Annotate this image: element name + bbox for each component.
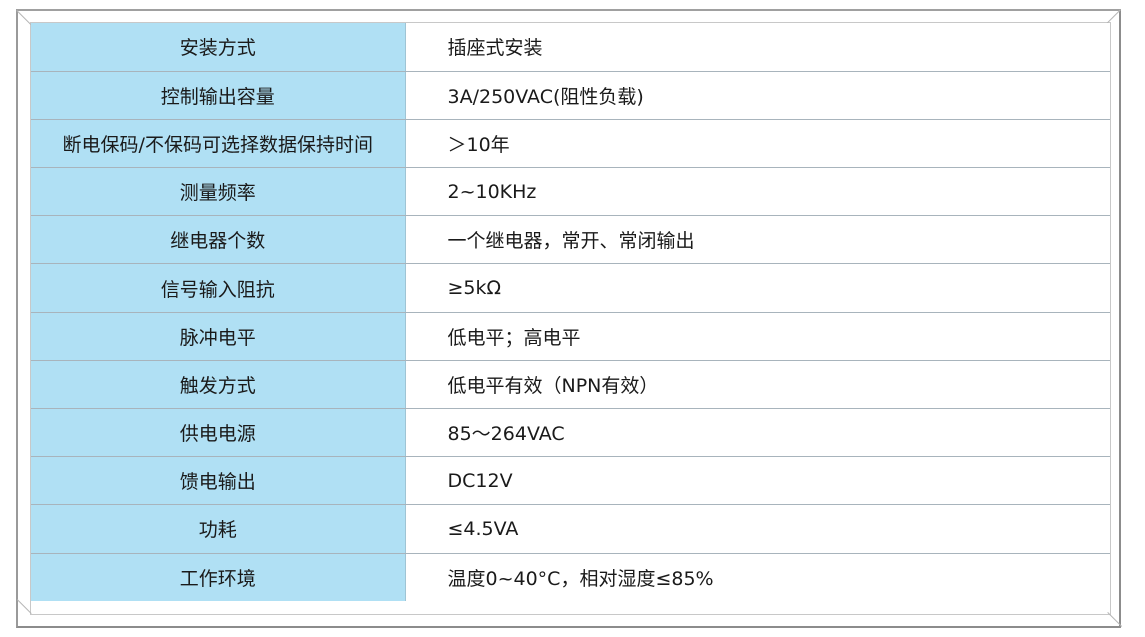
spec-value: 2~10KHz: [405, 167, 1110, 217]
spec-label: 工作环境: [31, 553, 406, 602]
spec-label: 控制输出容量: [31, 71, 406, 120]
table-row: 工作环境 温度0~40°C，相对湿度≤85%: [31, 553, 1110, 602]
table-row: 功耗 ≤4.5VA: [31, 504, 1110, 554]
spec-label: 断电保码/不保码可选择数据保持时间: [31, 119, 406, 169]
table-row: 测量频率 2~10KHz: [31, 167, 1110, 217]
table-row: 供电电源 85～264VAC: [31, 408, 1110, 458]
spec-value: 温度0~40°C，相对湿度≤85%: [405, 553, 1110, 602]
table-row: 控制输出容量 3A/250VAC(阻性负载): [31, 71, 1110, 120]
spec-label: 馈电输出: [31, 456, 406, 506]
table-bevel: [30, 22, 1111, 615]
spec-label: 供电电源: [31, 408, 406, 458]
spec-label: 安装方式: [31, 23, 406, 72]
spec-value: DC12V: [405, 456, 1110, 506]
spec-label: 脉冲电平: [31, 312, 406, 361]
spec-value: 3A/250VAC(阻性负载): [405, 71, 1110, 120]
spec-value: ≤4.5VA: [405, 504, 1110, 554]
spec-value: 低电平；高电平: [405, 312, 1110, 361]
spec-value: 插座式安装: [405, 23, 1110, 72]
table-row: 安装方式 插座式安装: [31, 23, 1110, 72]
spec-label: 功耗: [31, 504, 406, 554]
spec-label: 测量频率: [31, 167, 406, 217]
table-row: 继电器个数 一个继电器，常开、常闭输出: [31, 215, 1110, 265]
spec-table: 安装方式 插座式安装 控制输出容量 3A/250VAC(阻性负载) 断电保码/不保码可选…: [31, 23, 1110, 602]
spec-value: 低电平有效（NPN有效）: [405, 360, 1110, 410]
table-row: 触发方式 低电平有效（NPN有效）: [31, 360, 1110, 410]
spec-value: 85～264VAC: [405, 408, 1110, 458]
spec-label: 继电器个数: [31, 215, 406, 265]
table-row: 脉冲电平 低电平；高电平: [31, 312, 1110, 361]
spec-value: ≥5kΩ: [405, 263, 1110, 313]
table-row: 馈电输出 DC12V: [31, 456, 1110, 506]
spec-value: 一个继电器，常开、常闭输出: [405, 215, 1110, 265]
spec-value: ＞10年: [405, 119, 1110, 169]
spec-label: 触发方式: [31, 360, 406, 410]
table-row: 断电保码/不保码可选择数据保持时间 ＞10年: [31, 119, 1110, 169]
table-row: 信号输入阻抗 ≥5kΩ: [31, 263, 1110, 313]
spec-label: 信号输入阻抗: [31, 263, 406, 313]
